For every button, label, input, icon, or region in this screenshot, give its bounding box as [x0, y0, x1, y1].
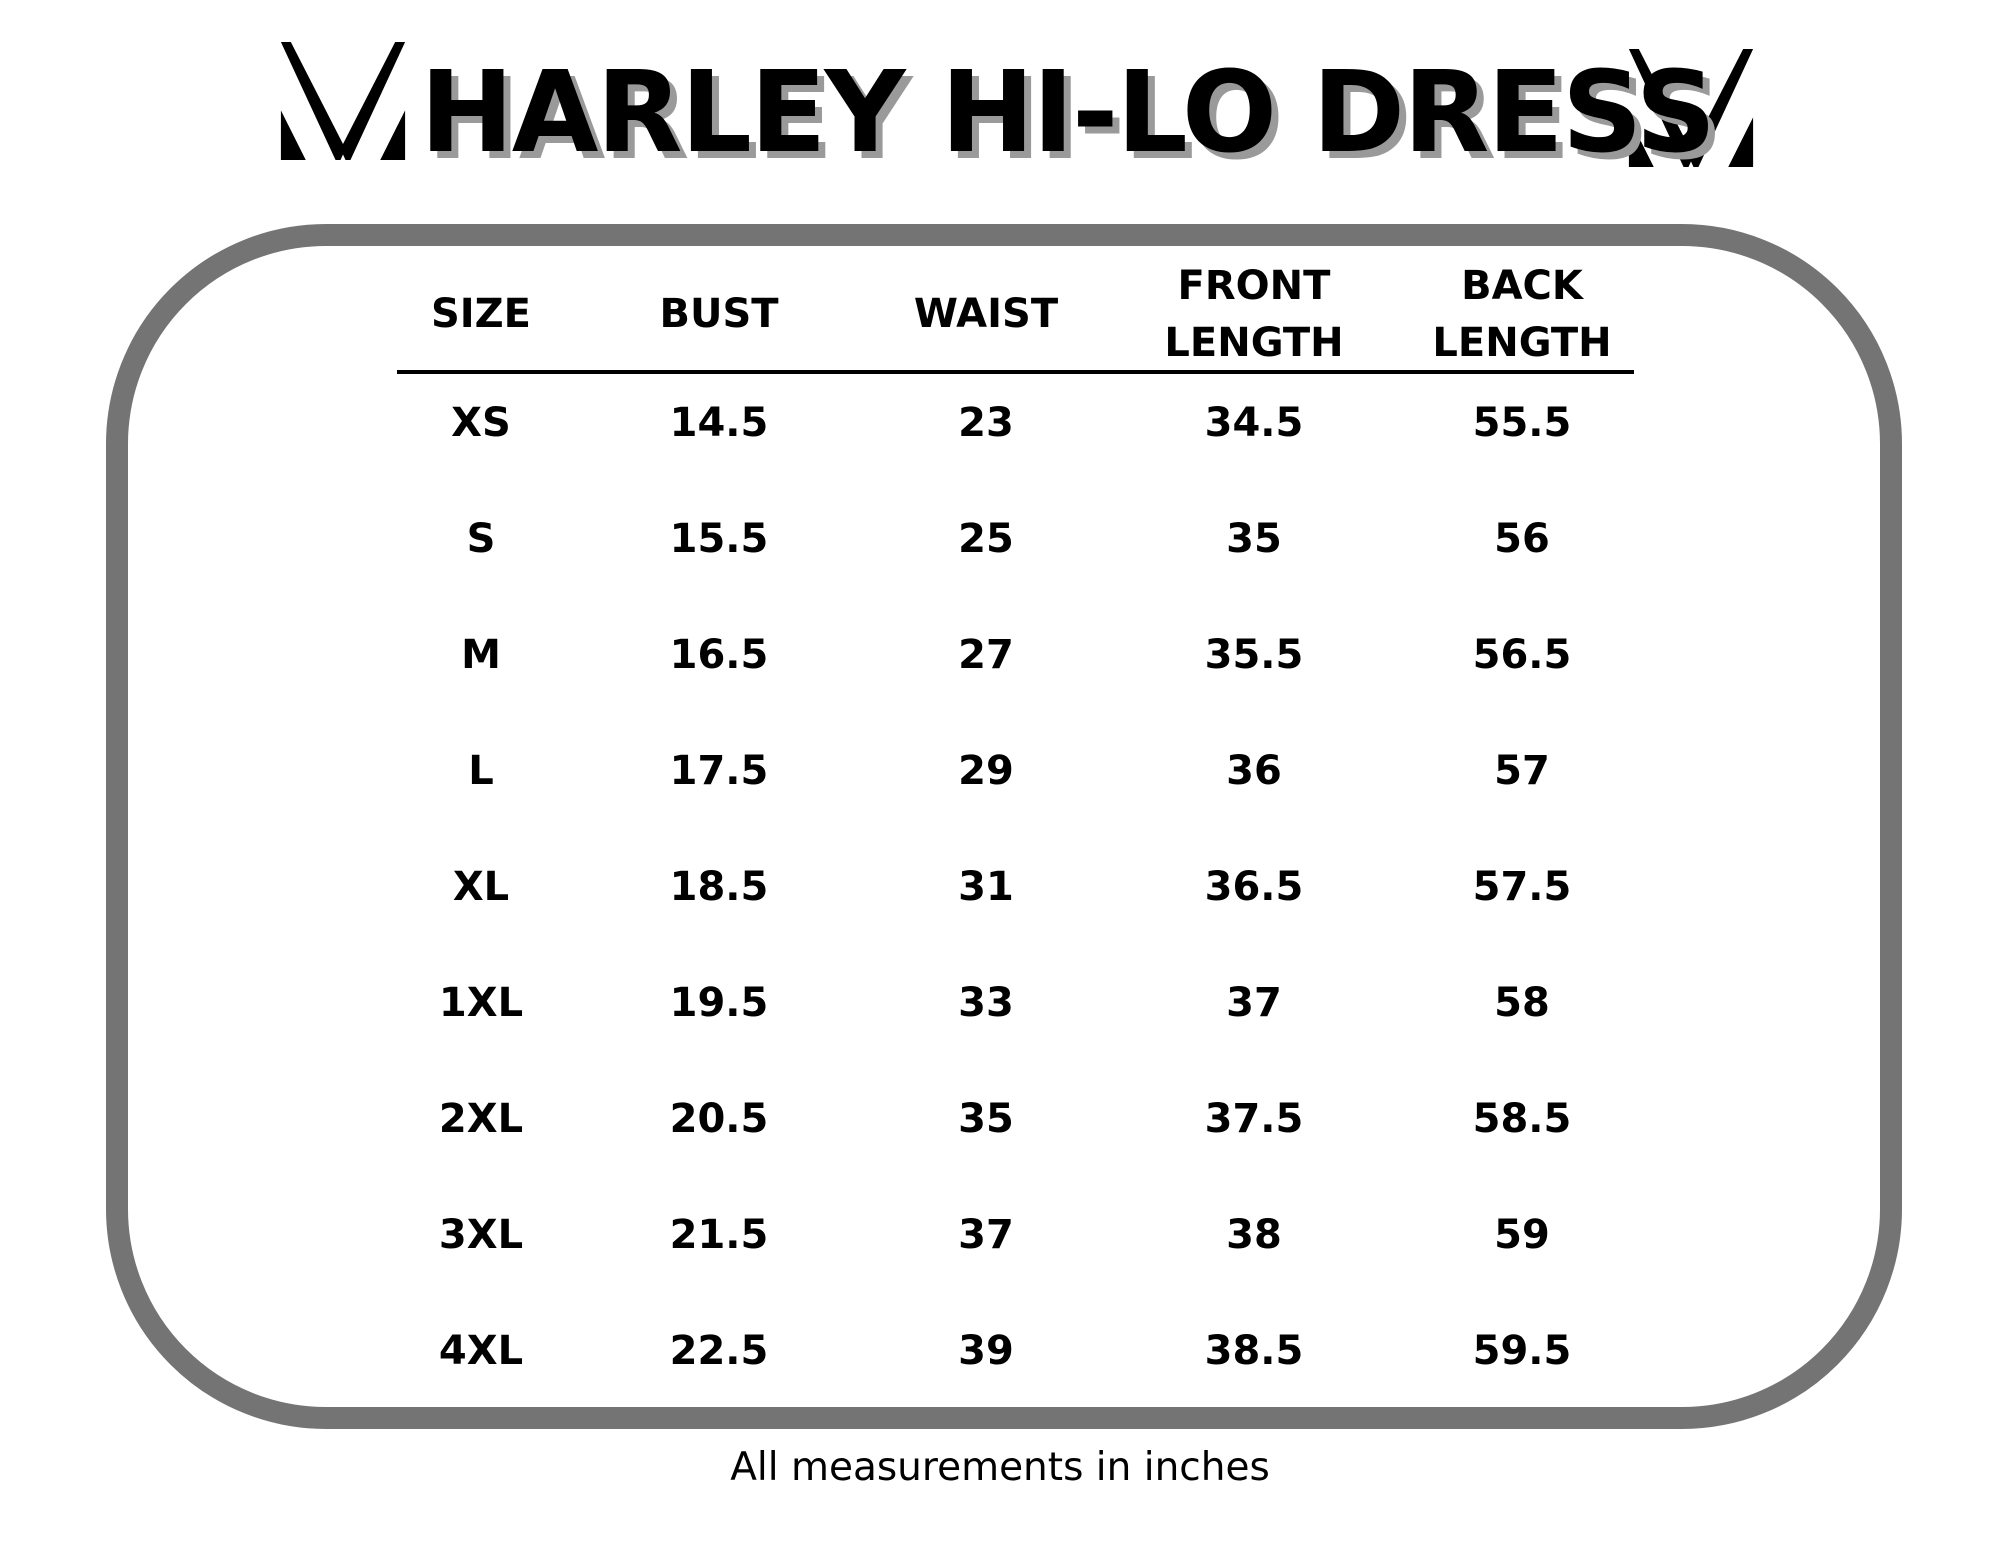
table-cell-bust: 14.5: [669, 400, 769, 446]
table-cell-front-length: 35.5: [1204, 632, 1304, 678]
column-header-size: SIZE: [430, 291, 532, 337]
table-cell-bust: 16.5: [669, 632, 769, 678]
column-header-front-length: LENGTH: [1164, 320, 1344, 366]
table-cell-bust: 22.5: [669, 1328, 769, 1374]
table-cell-size: M: [461, 632, 501, 678]
table-cell-back-length: 57: [1494, 748, 1550, 794]
table-cell-waist: 35: [958, 1096, 1014, 1142]
header-divider: [397, 370, 1634, 374]
v-monogram-logo-icon: [1628, 49, 1754, 167]
table-cell-waist: 39: [958, 1328, 1014, 1374]
table-cell-size: 1XL: [438, 980, 524, 1026]
table-cell-waist: 29: [958, 748, 1014, 794]
table-cell-waist: 31: [958, 864, 1014, 910]
measurement-note: All measurements in inches: [730, 1445, 1270, 1490]
table-cell-bust: 21.5: [669, 1212, 769, 1258]
table-cell-front-length: 34.5: [1204, 400, 1304, 446]
size-chart-frame: [106, 224, 1902, 1429]
column-header-bust: BUST: [659, 291, 779, 337]
table-cell-front-length: 38: [1226, 1212, 1282, 1258]
table-cell-back-length: 59.5: [1472, 1328, 1572, 1374]
table-cell-size: 3XL: [438, 1212, 524, 1258]
table-cell-waist: 27: [958, 632, 1014, 678]
column-header-waist: WAIST: [913, 291, 1059, 337]
table-cell-back-length: 56.5: [1472, 632, 1572, 678]
column-header-back-length: LENGTH: [1432, 320, 1612, 366]
table-cell-waist: 23: [958, 400, 1014, 446]
table-cell-bust: 17.5: [669, 748, 769, 794]
table-cell-size: L: [468, 748, 494, 794]
table-cell-size: XS: [451, 400, 511, 446]
table-cell-front-length: 36.5: [1204, 864, 1304, 910]
table-cell-back-length: 57.5: [1472, 864, 1572, 910]
table-cell-bust: 20.5: [669, 1096, 769, 1142]
table-cell-bust: 18.5: [669, 864, 769, 910]
table-cell-size: XL: [452, 864, 510, 910]
table-cell-front-length: 38.5: [1204, 1328, 1304, 1374]
table-cell-back-length: 55.5: [1472, 400, 1572, 446]
table-cell-back-length: 56: [1494, 516, 1550, 562]
table-cell-front-length: 36: [1226, 748, 1282, 794]
table-cell-front-length: 37: [1226, 980, 1282, 1026]
table-cell-back-length: 58.5: [1472, 1096, 1572, 1142]
table-cell-size: 2XL: [438, 1096, 524, 1142]
page-title: HARLEY HI-LO DRESS: [420, 48, 1716, 178]
table-cell-waist: 37: [958, 1212, 1014, 1258]
column-header-back-length: BACK: [1461, 263, 1583, 309]
table-cell-front-length: 35: [1226, 516, 1282, 562]
table-cell-waist: 25: [958, 516, 1014, 562]
column-header-front-length: FRONT: [1177, 263, 1331, 309]
table-cell-back-length: 59: [1494, 1212, 1550, 1258]
table-cell-back-length: 58: [1494, 980, 1550, 1026]
table-cell-waist: 33: [958, 980, 1014, 1026]
table-cell-size: 4XL: [438, 1328, 524, 1374]
table-cell-bust: 19.5: [669, 980, 769, 1026]
table-cell-size: S: [466, 516, 496, 562]
v-monogram-logo-icon: [280, 42, 406, 160]
table-cell-bust: 15.5: [669, 516, 769, 562]
table-cell-front-length: 37.5: [1204, 1096, 1304, 1142]
